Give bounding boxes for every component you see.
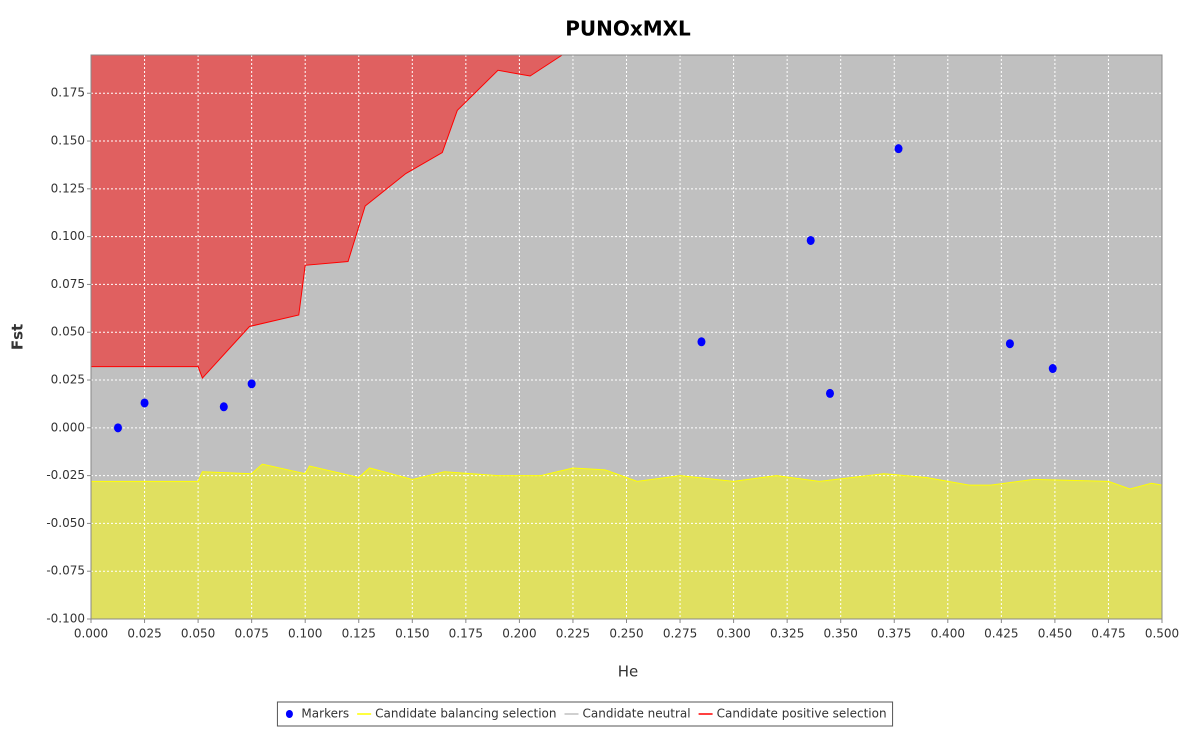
x-tick-label: 0.025 [127, 627, 161, 641]
x-tick-label: 0.400 [931, 627, 965, 641]
marker-point [219, 402, 228, 412]
x-tick-label: 0.450 [1038, 627, 1072, 641]
legend-label: Candidate positive selection [717, 707, 887, 721]
x-tick-label: 0.200 [502, 627, 536, 641]
marker-point [894, 144, 903, 154]
legend-label: Candidate balancing selection [375, 707, 556, 721]
x-tick-label: 0.500 [1145, 627, 1179, 641]
y-tick-label: 0.075 [51, 277, 85, 291]
y-tick-label: 0.000 [51, 420, 85, 434]
x-tick-label: 0.000 [74, 627, 108, 641]
x-tick-label: 0.375 [877, 627, 911, 641]
x-tick-label: 0.325 [770, 627, 804, 641]
legend-label: Markers [301, 707, 349, 721]
x-tick-label: 0.250 [609, 627, 643, 641]
y-tick-label: -0.025 [46, 468, 85, 482]
x-tick-label: 0.050 [181, 627, 215, 641]
x-tick-label: 0.350 [824, 627, 858, 641]
y-tick-label: -0.050 [46, 516, 85, 530]
y-tick-label: -0.100 [46, 612, 85, 626]
marker-point [113, 423, 122, 433]
x-tick-label: 0.475 [1091, 627, 1125, 641]
x-tick-label: 0.150 [395, 627, 429, 641]
x-tick-label: 0.425 [984, 627, 1018, 641]
boundary-line [91, 54, 563, 380]
x-tick-label: 0.125 [342, 627, 376, 641]
y-tick-label: 0.100 [51, 229, 85, 243]
marker-point [825, 388, 834, 398]
plot-frame [90, 54, 1163, 620]
x-tick-label: 0.075 [234, 627, 268, 641]
x-tick-label: 0.100 [288, 627, 322, 641]
marker-point [140, 398, 149, 408]
x-axis-label: He [618, 663, 639, 681]
x-tick-label: 0.275 [663, 627, 697, 641]
y-tick-label: 0.025 [51, 373, 85, 387]
marker-point [247, 379, 256, 389]
legend-symbol [285, 710, 293, 718]
y-tick-label: 0.050 [51, 325, 85, 339]
x-tick-label: 0.225 [556, 627, 590, 641]
y-tick-label: 0.150 [51, 134, 85, 148]
y-tick-label: 0.175 [51, 86, 85, 100]
x-tick-label: 0.175 [449, 627, 483, 641]
boundary-line [91, 463, 1163, 490]
y-tick-label: 0.125 [51, 181, 85, 195]
legend-label: Candidate neutral [583, 707, 691, 721]
marker-point [806, 235, 815, 245]
marker-point [1048, 364, 1057, 374]
marker-point [697, 337, 706, 347]
y-tick-label: -0.075 [46, 564, 85, 578]
legend-box [276, 701, 894, 727]
marker-point [1005, 339, 1014, 349]
y-axis-label: Fst [9, 324, 27, 350]
x-tick-label: 0.300 [716, 627, 750, 641]
chart-title: PUNOxMXL [565, 17, 691, 41]
positive-area [91, 55, 563, 379]
